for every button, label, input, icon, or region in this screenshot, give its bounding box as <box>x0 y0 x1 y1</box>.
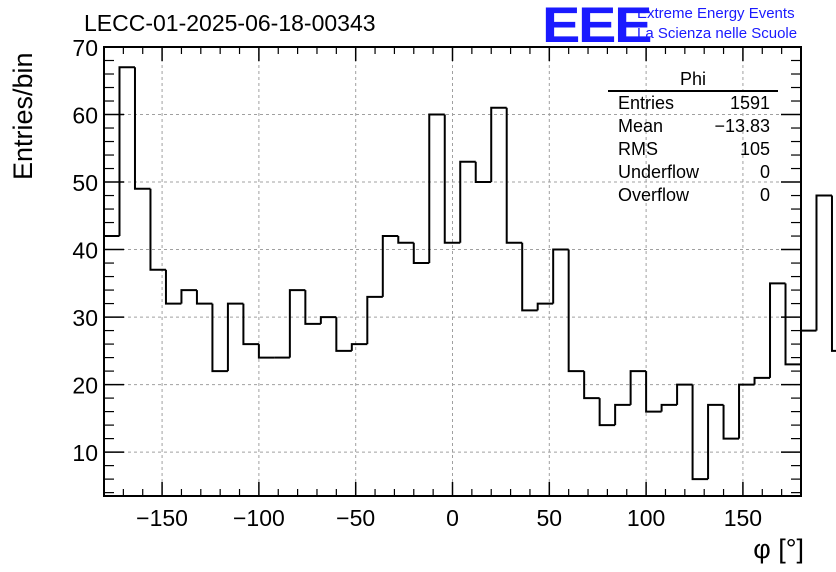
histogram-bin <box>319 316 337 324</box>
histogram-bin <box>257 344 275 359</box>
histogram-bin <box>459 160 476 243</box>
histogram-bin <box>800 329 817 365</box>
chart-title: LECC-01-2025-06-18-00343 <box>84 10 376 36</box>
histogram-bin <box>769 282 786 378</box>
histogram-bin <box>753 376 771 385</box>
histogram-bin <box>211 303 228 373</box>
y-tick-label: 20 <box>72 373 98 399</box>
y-tick-label: 50 <box>72 170 98 196</box>
histogram-bin <box>350 343 368 351</box>
histogram-bin <box>536 302 554 311</box>
y-axis-label-text: Entries/bin <box>8 52 38 180</box>
histogram-bin <box>118 66 135 237</box>
histogram-bin <box>614 403 631 426</box>
y-tick-label: 70 <box>72 35 98 61</box>
histogram-bin <box>691 384 709 481</box>
stats-row: Entries 1591 <box>608 92 778 115</box>
eee-logo-mark: EEE <box>542 0 652 53</box>
stats-label: Overflow <box>618 185 690 205</box>
histogram-bin <box>490 106 507 183</box>
stats-label: RMS <box>618 139 658 159</box>
stats-label: Underflow <box>618 162 700 182</box>
stats-row: RMS 105 <box>608 138 778 161</box>
histogram-bin <box>645 371 662 413</box>
logo-line-1: Extreme Energy Events <box>637 5 795 22</box>
histogram-bin <box>552 248 569 304</box>
histogram-bin <box>707 403 724 480</box>
x-tick-label: −100 <box>233 505 285 531</box>
histogram-bin <box>397 236 414 244</box>
stats-title: Phi <box>608 68 778 92</box>
axis-ticks <box>103 46 802 496</box>
histogram-bin <box>443 114 461 244</box>
stats-label: Mean <box>618 116 664 136</box>
histogram-bin <box>722 404 740 440</box>
histogram-bin <box>784 283 801 366</box>
stats-value: 0 <box>759 185 770 205</box>
histogram-bin <box>335 317 352 352</box>
tick-labels: −150 −100 −50 0 50 100 150 10 20 30 40 50 60 70 <box>72 35 762 531</box>
histogram-bin <box>366 295 383 345</box>
stats-row: Mean −13.83 <box>608 115 778 138</box>
stats-label: Entries <box>618 93 675 113</box>
x-tick-label: −50 <box>336 505 375 531</box>
stats-row: Underflow 0 <box>608 161 778 184</box>
stats-box: Phi Entries 1591 Mean −13.83 RMS 105 Und… <box>608 68 778 207</box>
stats-value: 105 <box>739 139 770 159</box>
histogram-bin <box>629 370 647 405</box>
histogram-bin <box>505 107 523 244</box>
histogram-bin <box>815 194 832 331</box>
histogram-bin <box>521 242 538 312</box>
histogram-bin <box>660 403 678 412</box>
histogram-bin <box>195 290 213 305</box>
stats-value: 1591 <box>729 93 770 113</box>
x-tick-label: 100 <box>627 505 665 531</box>
x-tick-label: 150 <box>724 505 762 531</box>
x-tick-label: 50 <box>537 505 563 531</box>
histogram-bin <box>428 113 445 264</box>
histogram-bin <box>830 195 836 352</box>
x-tick-label: 0 <box>446 505 459 531</box>
histogram-bin <box>412 242 430 265</box>
histogram-bin <box>676 383 693 405</box>
stats-value: −13.83 <box>714 116 770 136</box>
histogram-bin <box>226 302 244 372</box>
y-tick-label: 30 <box>72 305 98 331</box>
stats-value: 0 <box>759 162 770 182</box>
histogram-bin <box>288 289 306 358</box>
eee-logo-text: Extreme Energy Events La Scienza nelle S… <box>637 4 797 44</box>
y-tick-label: 40 <box>72 238 98 264</box>
x-axis-label: φ [°] <box>753 534 804 564</box>
histogram-bin <box>738 383 755 439</box>
logo-line-2: La Scienza nelle Scuole <box>637 25 798 42</box>
histogram-bin <box>567 249 585 373</box>
histogram-bin <box>242 303 259 346</box>
histogram-bin <box>304 290 321 325</box>
histogram-bin <box>103 235 120 496</box>
histogram-bin <box>598 398 616 427</box>
histogram-bin <box>180 289 197 304</box>
stats-row: Overflow 0 <box>608 184 778 207</box>
histogram-bin <box>164 269 182 305</box>
histogram-bin <box>583 371 600 400</box>
histogram-bin <box>381 235 399 297</box>
grid <box>104 47 801 496</box>
y-tick-label: 10 <box>72 440 98 466</box>
histogram-bin <box>133 67 151 190</box>
x-tick-label: −150 <box>136 505 188 531</box>
y-tick-label: 60 <box>72 103 98 129</box>
histogram-bin <box>474 161 492 184</box>
histogram-bin <box>149 188 166 271</box>
